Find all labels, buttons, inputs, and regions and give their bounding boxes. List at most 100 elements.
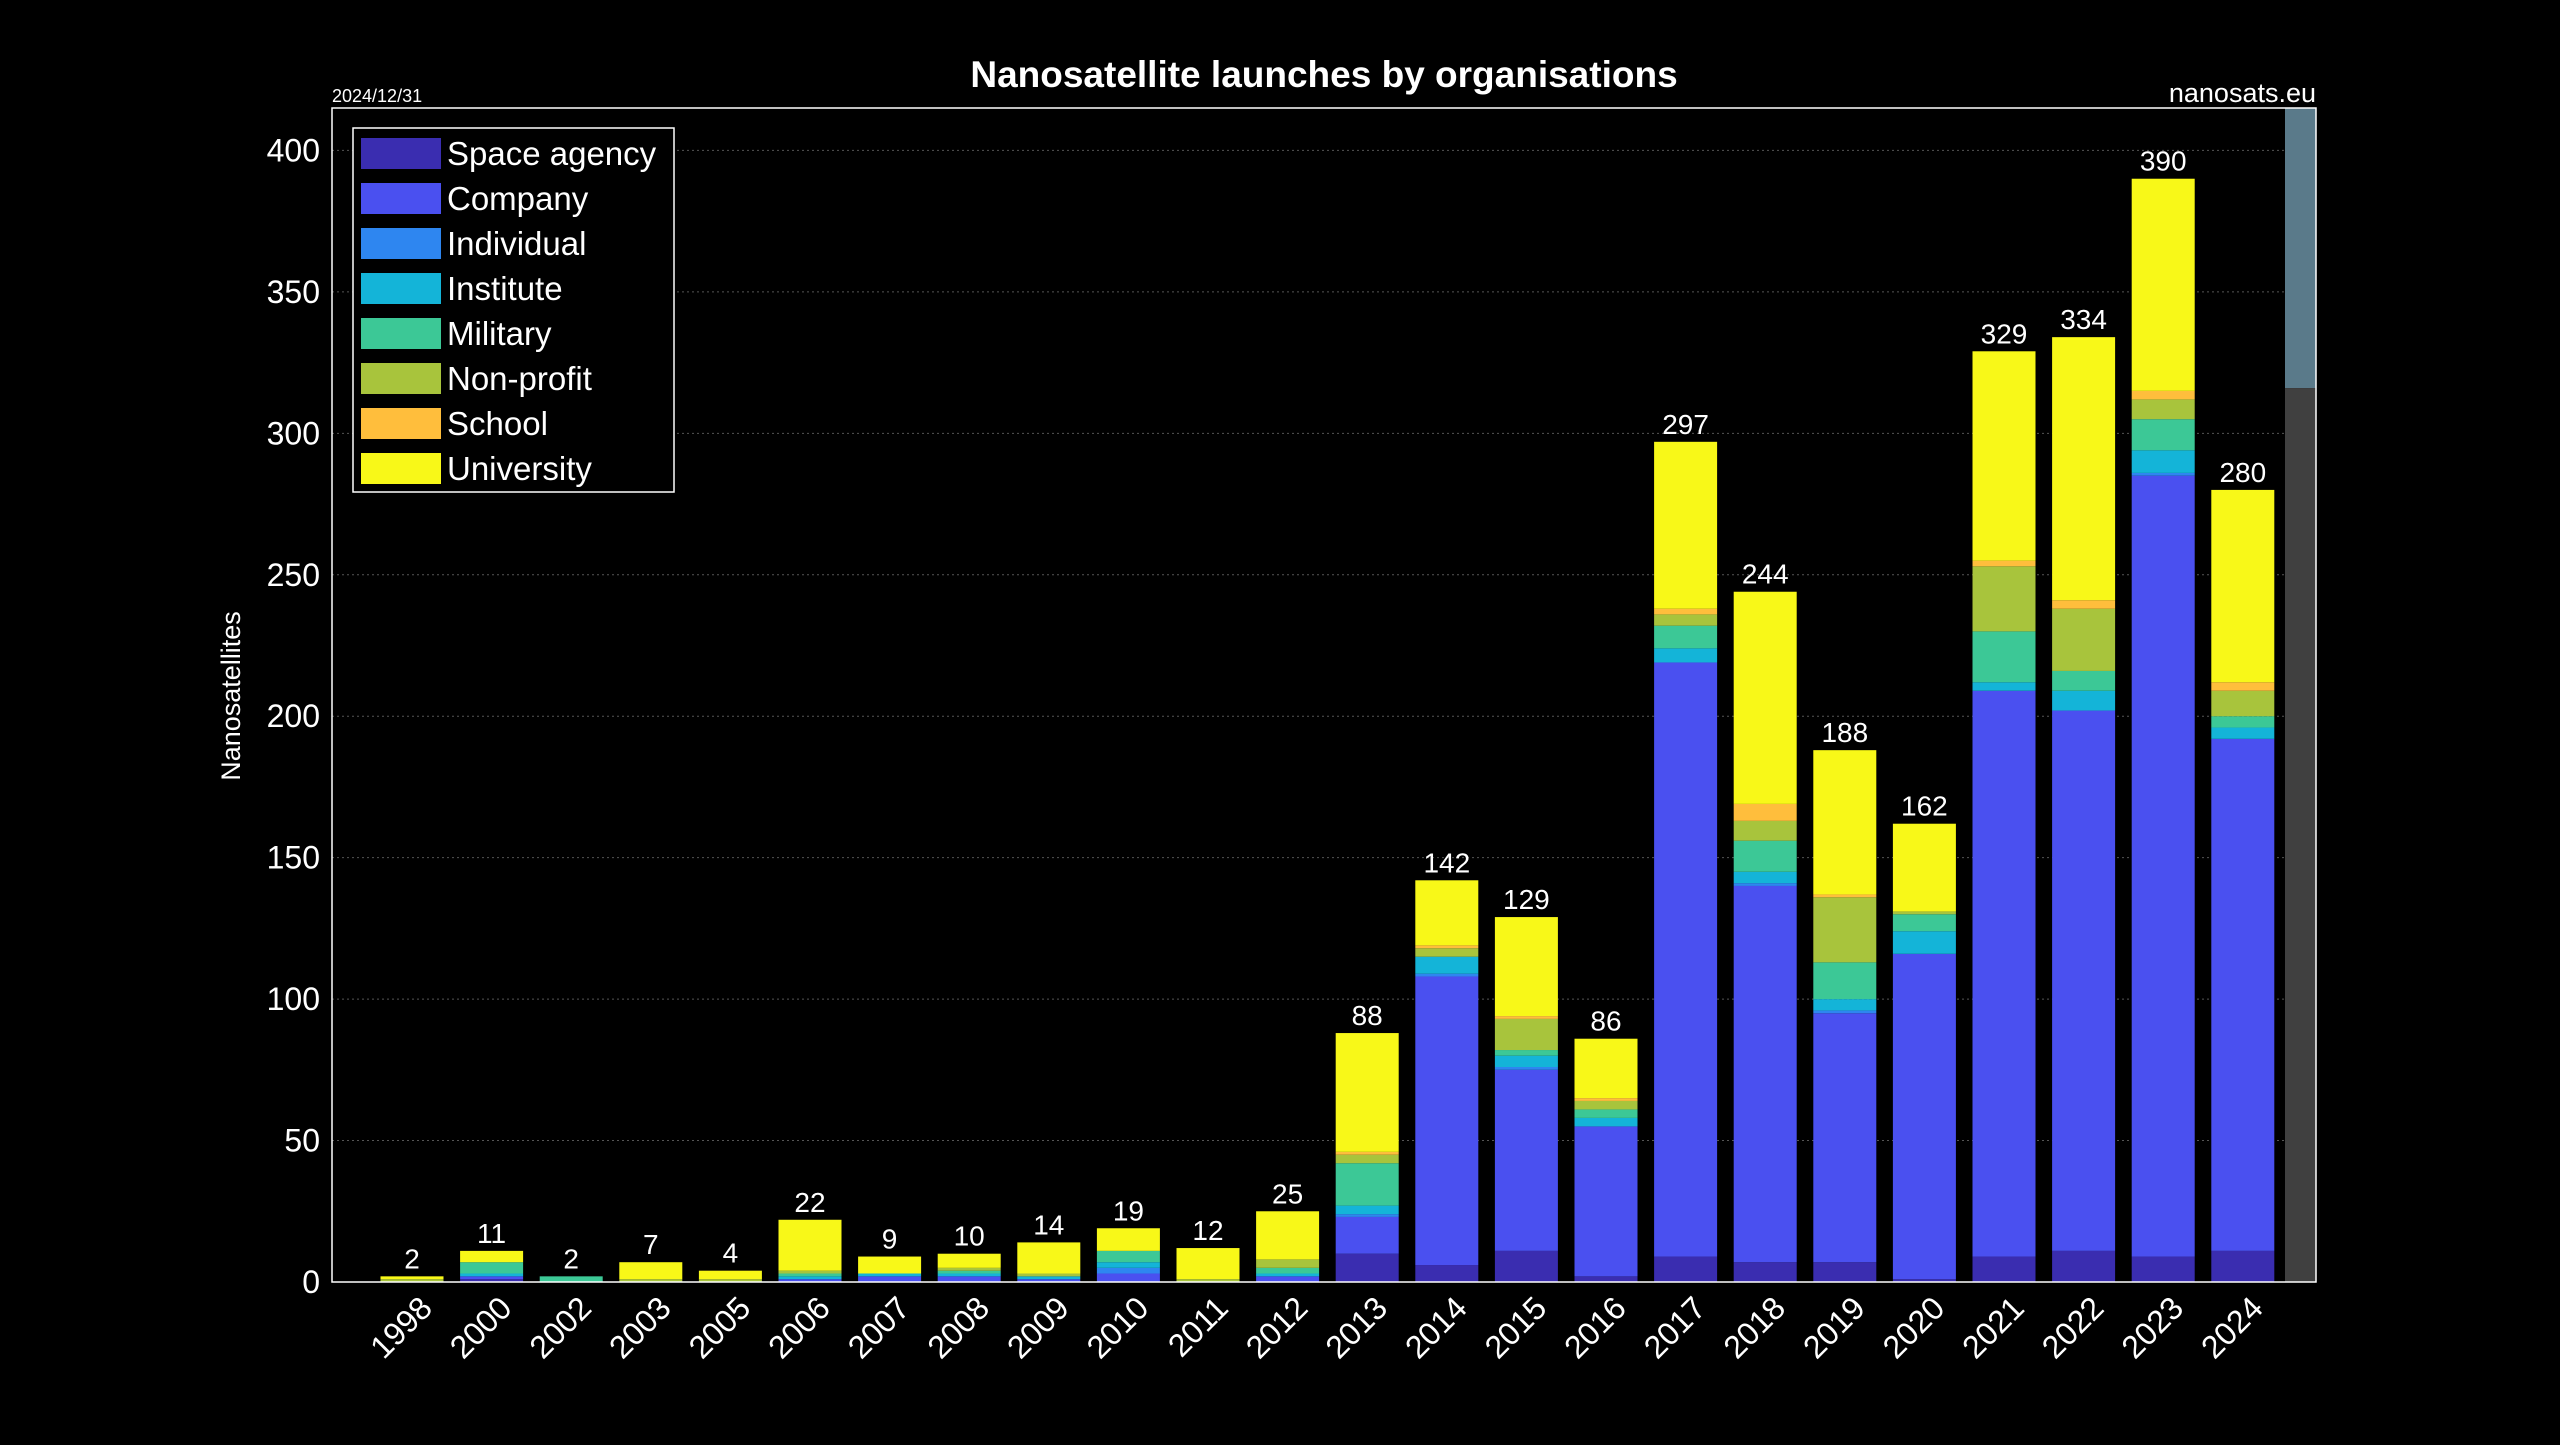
y-tick-label: 300 [267,415,320,451]
bar-total-label: 2 [563,1243,579,1274]
bar-segment [1335,1214,1399,1217]
bar-segment [1813,894,1877,898]
bar-segment [1574,1117,1638,1127]
partial-year-band-lower [2285,388,2316,1283]
bar-segment [460,1276,524,1280]
bar-segment [1096,1228,1160,1251]
bar-segment [2211,716,2275,728]
bar-segment [1654,662,1718,1257]
bar-total-label: 129 [1503,884,1550,915]
legend-swatch [361,363,441,394]
bar-segment [460,1250,524,1263]
bar-segment [1892,823,1956,912]
bar-total-label: 297 [1662,409,1709,440]
bar-segment [1096,1273,1160,1282]
bar-segment [1574,1038,1638,1099]
bar-segment [1017,1242,1081,1274]
bar-segment [460,1279,524,1282]
bar-segment [1654,441,1718,609]
bar-segment [2211,1250,2275,1282]
bar-segment [1494,1069,1558,1251]
bar-total-label: 9 [882,1224,898,1255]
bar-total-label: 329 [1981,318,2028,349]
legend-swatch [361,183,441,214]
legend-label: Company [447,180,589,217]
bar-segment [1494,917,1558,1017]
bar-segment [1017,1276,1081,1280]
bar-segment [2131,390,2195,400]
bar-total-label: 19 [1113,1195,1144,1226]
bar-segment [2131,472,2195,476]
bar-segment [2211,690,2275,717]
bar-total-label: 4 [723,1238,739,1269]
bar-total-labels: 2 11 2 7 4 22 9 10 14 19 12 25 88 142 129 86 297 244 188 16… [404,146,2266,1275]
y-tick-label: 400 [267,132,320,168]
bar-segment [778,1276,842,1280]
bar-segment [1892,911,1956,915]
bar-segment [539,1276,603,1282]
legend-label: Military [447,315,552,352]
bar-segment [1574,1100,1638,1110]
bar-segment [1335,1253,1399,1282]
bar-segment [858,1276,922,1282]
legend-swatch [361,408,441,439]
bar-segment [1494,1016,1558,1019]
bar-segment [698,1270,762,1280]
y-tick-label: 350 [267,274,320,310]
y-axis-label: Nanosatellites [216,611,246,781]
source-label: nanosats.eu [2169,78,2316,108]
bar-segment [1813,1013,1877,1263]
bar-total-label: 162 [1901,791,1948,822]
legend-swatch [361,228,441,259]
bar-total-label: 11 [477,1218,506,1249]
legend-label: School [447,405,548,442]
bar-segment [1813,897,1877,963]
bar-segment [1813,750,1877,895]
bar-segment [1494,1018,1558,1051]
bar-segment [1415,948,1479,957]
bar-segment [1574,1126,1638,1277]
bar-segment [2052,337,2116,601]
bar-total-label: 22 [794,1187,825,1218]
bar-segment [937,1267,1001,1271]
bar-segment [1813,962,1877,1000]
bar-segment [1733,883,1797,886]
bar-segment [1892,953,1956,1280]
bar-segment [2131,450,2195,473]
bar-segment [2211,489,2275,683]
bar-segment [1972,682,2036,691]
bar-segment [1733,1262,1797,1282]
bar-segment [1494,1250,1558,1282]
bar-segment [1415,956,1479,974]
bar-segment [2211,738,2275,1251]
bar-segment [1574,1098,1638,1101]
bar-segment [1654,625,1718,649]
bar-segment [2052,600,2116,609]
bar-segment [1813,999,1877,1011]
bar-segment [1176,1279,1240,1282]
bar-segment [2131,399,2195,420]
bar-segment [1256,1267,1320,1274]
chart-title: Nanosatellite launches by organisations [970,54,1677,95]
bars [380,178,2275,1282]
bar-total-label: 88 [1352,1000,1383,1031]
bar-segment [1256,1211,1320,1260]
bar-segment [1256,1259,1320,1268]
y-tick-label: 200 [267,698,320,734]
bar-segment [1813,1010,1877,1014]
bar-segment [2052,670,2116,691]
bar-total-label: 86 [1590,1006,1621,1037]
bar-segment [1972,690,2036,1257]
plot-frame [331,107,2317,1283]
bar-total-label: 14 [1033,1209,1064,1240]
y-tick-label: 50 [284,1123,320,1159]
bar-total-label: 244 [1742,559,1789,590]
bar-segment [1574,1276,1638,1282]
bar-segment [778,1279,842,1282]
bar-segment [1335,1163,1399,1206]
y-axis-ticks: 0 50 100 150 200 250 300 350 400 [267,132,320,1300]
bar-segment [1654,1256,1718,1282]
bar-total-label: 12 [1192,1215,1223,1246]
bar-segment [619,1279,683,1282]
